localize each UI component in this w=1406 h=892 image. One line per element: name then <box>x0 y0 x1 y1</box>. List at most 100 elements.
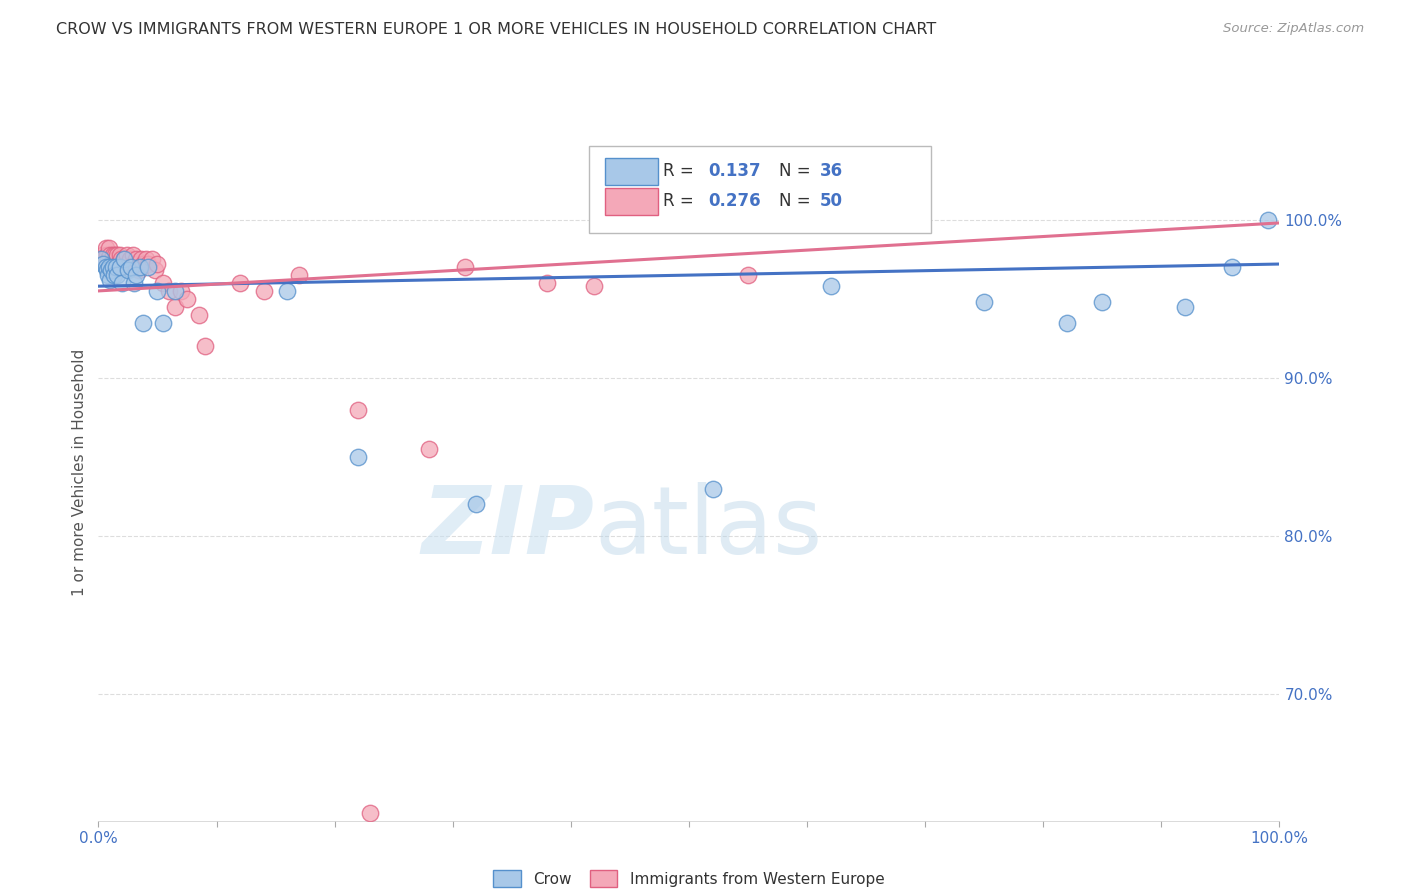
Point <box>101 260 124 275</box>
Point <box>1174 300 1197 314</box>
FancyBboxPatch shape <box>605 188 658 215</box>
Point <box>132 257 155 271</box>
Point <box>105 247 128 261</box>
Point <box>129 252 152 267</box>
Point <box>125 268 148 282</box>
FancyBboxPatch shape <box>605 158 658 185</box>
Point <box>1056 316 1078 330</box>
Point <box>1257 212 1279 227</box>
Point <box>91 257 114 271</box>
Point <box>187 308 209 322</box>
Point <box>132 316 155 330</box>
Point <box>110 252 132 267</box>
Point <box>453 260 475 275</box>
Point <box>90 252 112 267</box>
Point <box>347 450 370 464</box>
Point <box>170 284 193 298</box>
Point <box>737 268 759 282</box>
Text: Source: ZipAtlas.com: Source: ZipAtlas.com <box>1223 22 1364 36</box>
Point <box>97 252 120 267</box>
Point <box>973 295 995 310</box>
Point <box>100 257 122 271</box>
Point <box>108 260 131 275</box>
Point <box>157 284 180 298</box>
Point <box>465 497 488 511</box>
Point <box>359 805 381 820</box>
Y-axis label: 1 or more Vehicles in Household: 1 or more Vehicles in Household <box>72 349 87 597</box>
Point <box>98 247 121 261</box>
FancyBboxPatch shape <box>589 145 931 233</box>
Point <box>229 276 252 290</box>
Point <box>146 257 169 271</box>
Point <box>165 284 187 298</box>
Point <box>101 247 124 261</box>
Text: ZIP: ZIP <box>422 483 595 574</box>
Point <box>194 339 217 353</box>
Point <box>121 247 143 261</box>
Text: atlas: atlas <box>595 483 823 574</box>
Point <box>112 252 135 267</box>
Point <box>820 279 842 293</box>
Point <box>121 260 143 275</box>
Point <box>103 257 125 271</box>
Point <box>105 252 128 267</box>
Point <box>98 273 121 287</box>
Point <box>136 257 159 271</box>
Point <box>107 257 129 271</box>
Point <box>91 252 114 267</box>
Point <box>122 257 145 271</box>
Point <box>103 268 125 282</box>
Point <box>702 482 724 496</box>
Point <box>347 402 370 417</box>
Point <box>91 247 114 261</box>
Text: 36: 36 <box>820 162 844 180</box>
Text: N =: N = <box>779 193 815 211</box>
Text: 50: 50 <box>820 193 844 211</box>
Point <box>120 252 142 267</box>
Text: N =: N = <box>779 162 815 180</box>
Point <box>98 260 121 275</box>
Point <box>146 284 169 298</box>
Point <box>97 268 120 282</box>
Point <box>105 268 128 282</box>
Point <box>136 260 159 275</box>
Point <box>108 247 131 261</box>
Point <box>143 263 166 277</box>
Point <box>111 276 134 290</box>
Point <box>1220 260 1243 275</box>
Point <box>111 257 134 271</box>
Point <box>128 263 150 277</box>
Text: CROW VS IMMIGRANTS FROM WESTERN EUROPE 1 OR MORE VEHICLES IN HOUSEHOLD CORRELATI: CROW VS IMMIGRANTS FROM WESTERN EUROPE 1… <box>56 22 936 37</box>
Point <box>135 252 157 267</box>
Point <box>176 292 198 306</box>
Point <box>100 263 122 277</box>
Point <box>104 247 127 261</box>
Point <box>89 252 111 267</box>
Point <box>115 247 138 261</box>
Point <box>117 263 139 277</box>
Point <box>112 252 135 267</box>
Legend: Crow, Immigrants from Western Europe: Crow, Immigrants from Western Europe <box>488 864 890 892</box>
Point <box>94 241 117 255</box>
Point <box>152 316 174 330</box>
Text: 0.137: 0.137 <box>707 162 761 180</box>
Point <box>122 276 145 290</box>
Point <box>141 252 163 267</box>
Point <box>105 260 128 275</box>
Point <box>125 252 148 267</box>
Point <box>536 276 558 290</box>
Point <box>94 260 117 275</box>
Point <box>276 284 298 298</box>
Text: R =: R = <box>664 162 699 180</box>
Point <box>253 284 276 298</box>
Point <box>288 268 311 282</box>
Point <box>583 279 606 293</box>
Point <box>98 241 121 255</box>
Text: 0.276: 0.276 <box>707 193 761 211</box>
Point <box>117 257 139 271</box>
Point <box>418 442 440 456</box>
Text: R =: R = <box>664 193 699 211</box>
Point <box>96 263 118 277</box>
Point <box>165 300 187 314</box>
Point <box>96 247 118 261</box>
